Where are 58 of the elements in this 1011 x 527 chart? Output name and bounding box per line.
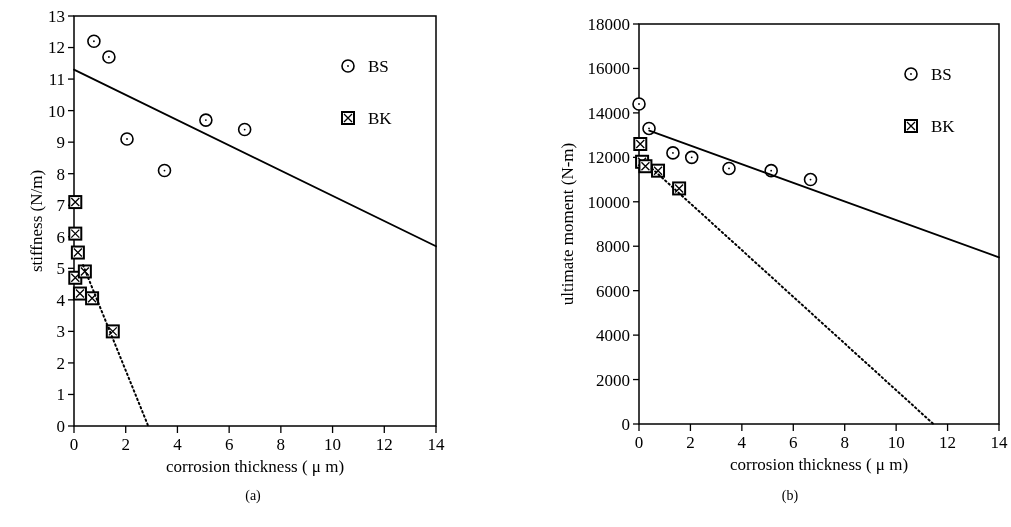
y-tick-label: 4 bbox=[56, 290, 66, 310]
x-tick-label: 2 bbox=[121, 435, 130, 454]
x-tick-label: 0 bbox=[634, 433, 644, 452]
legend-label: BS bbox=[931, 64, 952, 84]
point bbox=[87, 34, 101, 49]
y-tick-label: 14000 bbox=[587, 103, 630, 123]
y-tick-label: 10000 bbox=[587, 192, 630, 212]
x-tick-label: 10 bbox=[887, 433, 905, 452]
point bbox=[722, 161, 736, 176]
y-tick-label: 13 bbox=[48, 6, 65, 26]
text: (a) bbox=[245, 488, 262, 504]
x-axis-title: corrosion thickness ( μ m) bbox=[165, 457, 345, 476]
x-tick-label: 4 bbox=[173, 435, 183, 454]
legend-label: BS bbox=[368, 56, 389, 76]
y-tick-label: 18000 bbox=[587, 14, 630, 34]
y-tick-label: 0 bbox=[621, 414, 630, 434]
x-tick-label: 12 bbox=[375, 435, 393, 454]
point bbox=[632, 97, 646, 111]
y-tick-label: 3 bbox=[56, 322, 65, 342]
y-tick-label: 0 bbox=[56, 416, 65, 436]
y-axis-title: stiffness (N/m) bbox=[27, 169, 46, 273]
y-tick-label: 2 bbox=[56, 353, 65, 373]
x-tick-label: 6 bbox=[224, 435, 234, 454]
y-tick-label: 12 bbox=[48, 38, 65, 58]
y-tick-label: 8 bbox=[56, 164, 65, 184]
y-tick-label: 4000 bbox=[596, 326, 630, 346]
y-tick-label: 2000 bbox=[596, 370, 630, 390]
x-tick-label: 6 bbox=[789, 433, 798, 452]
x-tick-label: 4 bbox=[737, 433, 747, 452]
y-tick-label: 6000 bbox=[596, 281, 630, 301]
x-tick-label: 10 bbox=[324, 435, 342, 454]
point bbox=[120, 132, 134, 146]
y-tick-label: 5 bbox=[56, 259, 65, 279]
x-tick-label: 8 bbox=[840, 433, 849, 452]
y-tick-label: 16000 bbox=[587, 59, 630, 79]
text: (b) bbox=[781, 488, 799, 504]
x-tick-label: 14 bbox=[990, 433, 1008, 452]
y-axis-title: ultimate moment (N-m) bbox=[558, 142, 577, 306]
y-tick-label: 1 bbox=[56, 385, 65, 405]
point bbox=[666, 146, 680, 160]
legend-label: BK bbox=[368, 108, 393, 128]
y-tick-label: 9 bbox=[56, 133, 65, 153]
x-axis-title: corrosion thickness ( μ m) bbox=[729, 455, 909, 474]
point bbox=[237, 122, 252, 137]
point bbox=[684, 150, 699, 165]
y-tick-label: 6 bbox=[56, 227, 65, 247]
x-tick-label: 12 bbox=[939, 433, 957, 452]
x-tick-label: 0 bbox=[69, 435, 79, 454]
legend-label: BK bbox=[931, 116, 956, 136]
y-tick-label: 12000 bbox=[587, 148, 630, 168]
point bbox=[199, 113, 213, 127]
y-tick-label: 7 bbox=[56, 196, 66, 216]
x-tick-label: 8 bbox=[276, 435, 286, 454]
y-tick-label: 8000 bbox=[596, 237, 630, 257]
x-tick-label: 2 bbox=[686, 433, 695, 452]
x-tick-label: 14 bbox=[427, 435, 445, 454]
y-tick-label: 10 bbox=[48, 101, 65, 121]
y-tick-label: 11 bbox=[48, 70, 65, 90]
